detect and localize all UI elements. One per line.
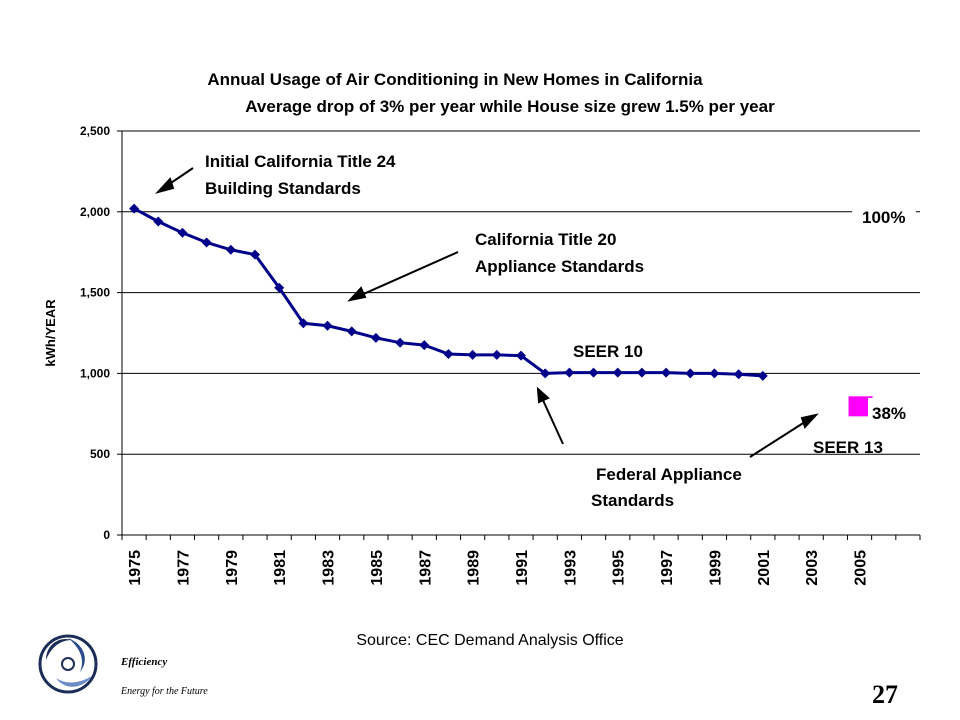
x-tick-label: 1983 <box>321 550 338 586</box>
x-tick-label: 1995 <box>611 550 628 586</box>
data-point <box>516 350 526 361</box>
annotation-title24-line1: Initial California Title 24 <box>205 152 396 171</box>
chart: 0 500 1,000 1,500 2,000 2,500 1975 1977 1979 198… <box>43 124 921 586</box>
data-point <box>540 368 551 379</box>
data-point <box>661 367 672 378</box>
page-number: 27 <box>872 680 898 709</box>
annotation-title20-line2: Appliance Standards <box>475 257 644 276</box>
arrow-seer13 <box>749 419 809 458</box>
y-tick-label: 1,000 <box>80 366 110 380</box>
data-point <box>346 326 357 337</box>
x-tick-label: 1997 <box>659 550 676 586</box>
annotation-federal-line2: Standards <box>591 491 674 510</box>
annotation-title24-line2: Building Standards <box>205 179 361 198</box>
data-point <box>370 332 381 343</box>
data-point <box>395 337 406 348</box>
chart-subtitle: Average drop of 3% per year while House … <box>245 97 775 116</box>
arrow-federal-head <box>536 386 550 404</box>
data-point <box>201 237 212 248</box>
data-point <box>636 367 647 378</box>
annotation-pct100: 100% <box>862 208 905 227</box>
arrow-title24-head <box>154 177 175 194</box>
data-point <box>274 282 285 293</box>
annotation-title20-line1: California Title 20 <box>475 230 616 249</box>
x-tick-label: 2005 <box>853 550 870 586</box>
x-tick-label: 1975 <box>127 550 144 586</box>
annotation-seer10: SEER 10 <box>573 342 643 361</box>
arrow-federal <box>541 397 564 445</box>
data-point <box>129 203 140 214</box>
pct100-background <box>852 198 916 232</box>
data-point <box>733 369 744 380</box>
y-tick-label: 1,500 <box>80 286 110 300</box>
y-tick-label: 0 <box>103 528 110 542</box>
x-tick-label: 1993 <box>562 550 579 586</box>
x-tick-label: 1991 <box>514 550 531 586</box>
arrow-title20 <box>358 251 459 297</box>
x-tick-label: 1985 <box>369 550 386 586</box>
data-point <box>757 370 768 381</box>
data-point <box>685 368 696 379</box>
data-point <box>491 349 502 360</box>
data-point <box>467 349 478 360</box>
data-point <box>612 367 623 378</box>
annotation-pct38: 38% <box>872 404 906 423</box>
x-tick-label: 1999 <box>707 550 724 586</box>
data-point <box>588 367 599 378</box>
annotation-seer13: SEER 13 <box>813 438 883 457</box>
data-point <box>564 367 575 378</box>
footer-tagline-energy: Energy for the Future <box>121 686 208 697</box>
data-point <box>419 340 430 351</box>
y-tick-label: 500 <box>90 447 110 461</box>
x-tick-label: 1987 <box>417 550 434 586</box>
y-tick-label: 2,000 <box>80 205 110 219</box>
arrow-title20-head <box>347 286 367 302</box>
x-tick-label: 2001 <box>756 550 773 586</box>
annotation-federal-line1: Federal Appliance <box>596 465 742 484</box>
data-point <box>298 318 309 329</box>
arrow-seer13-head <box>800 413 819 429</box>
x-tick-label: 1979 <box>224 550 241 586</box>
source-note: Source: CEC Demand Analysis Office <box>356 632 624 649</box>
data-point <box>443 349 454 360</box>
seer13-marker <box>848 396 873 417</box>
x-tick-label: 1977 <box>175 550 192 586</box>
efficiency-logo-icon <box>38 634 98 694</box>
footer-tagline-efficiency: Efficiency <box>121 656 168 668</box>
y-axis-label: kWh/YEAR <box>43 299 58 367</box>
chart-title: Annual Usage of Air Conditioning in New … <box>207 70 703 89</box>
data-point <box>322 320 333 331</box>
y-tick-label: 2,500 <box>80 124 110 138</box>
x-tick-label: 1981 <box>272 550 289 586</box>
data-point <box>177 227 188 238</box>
pct38-background <box>868 398 916 428</box>
data-point <box>153 216 164 227</box>
data-point <box>225 244 236 255</box>
data-point <box>709 368 720 379</box>
x-tick-label: 1989 <box>466 550 483 586</box>
x-tick-label: 2003 <box>804 550 821 586</box>
data-point <box>250 249 260 260</box>
